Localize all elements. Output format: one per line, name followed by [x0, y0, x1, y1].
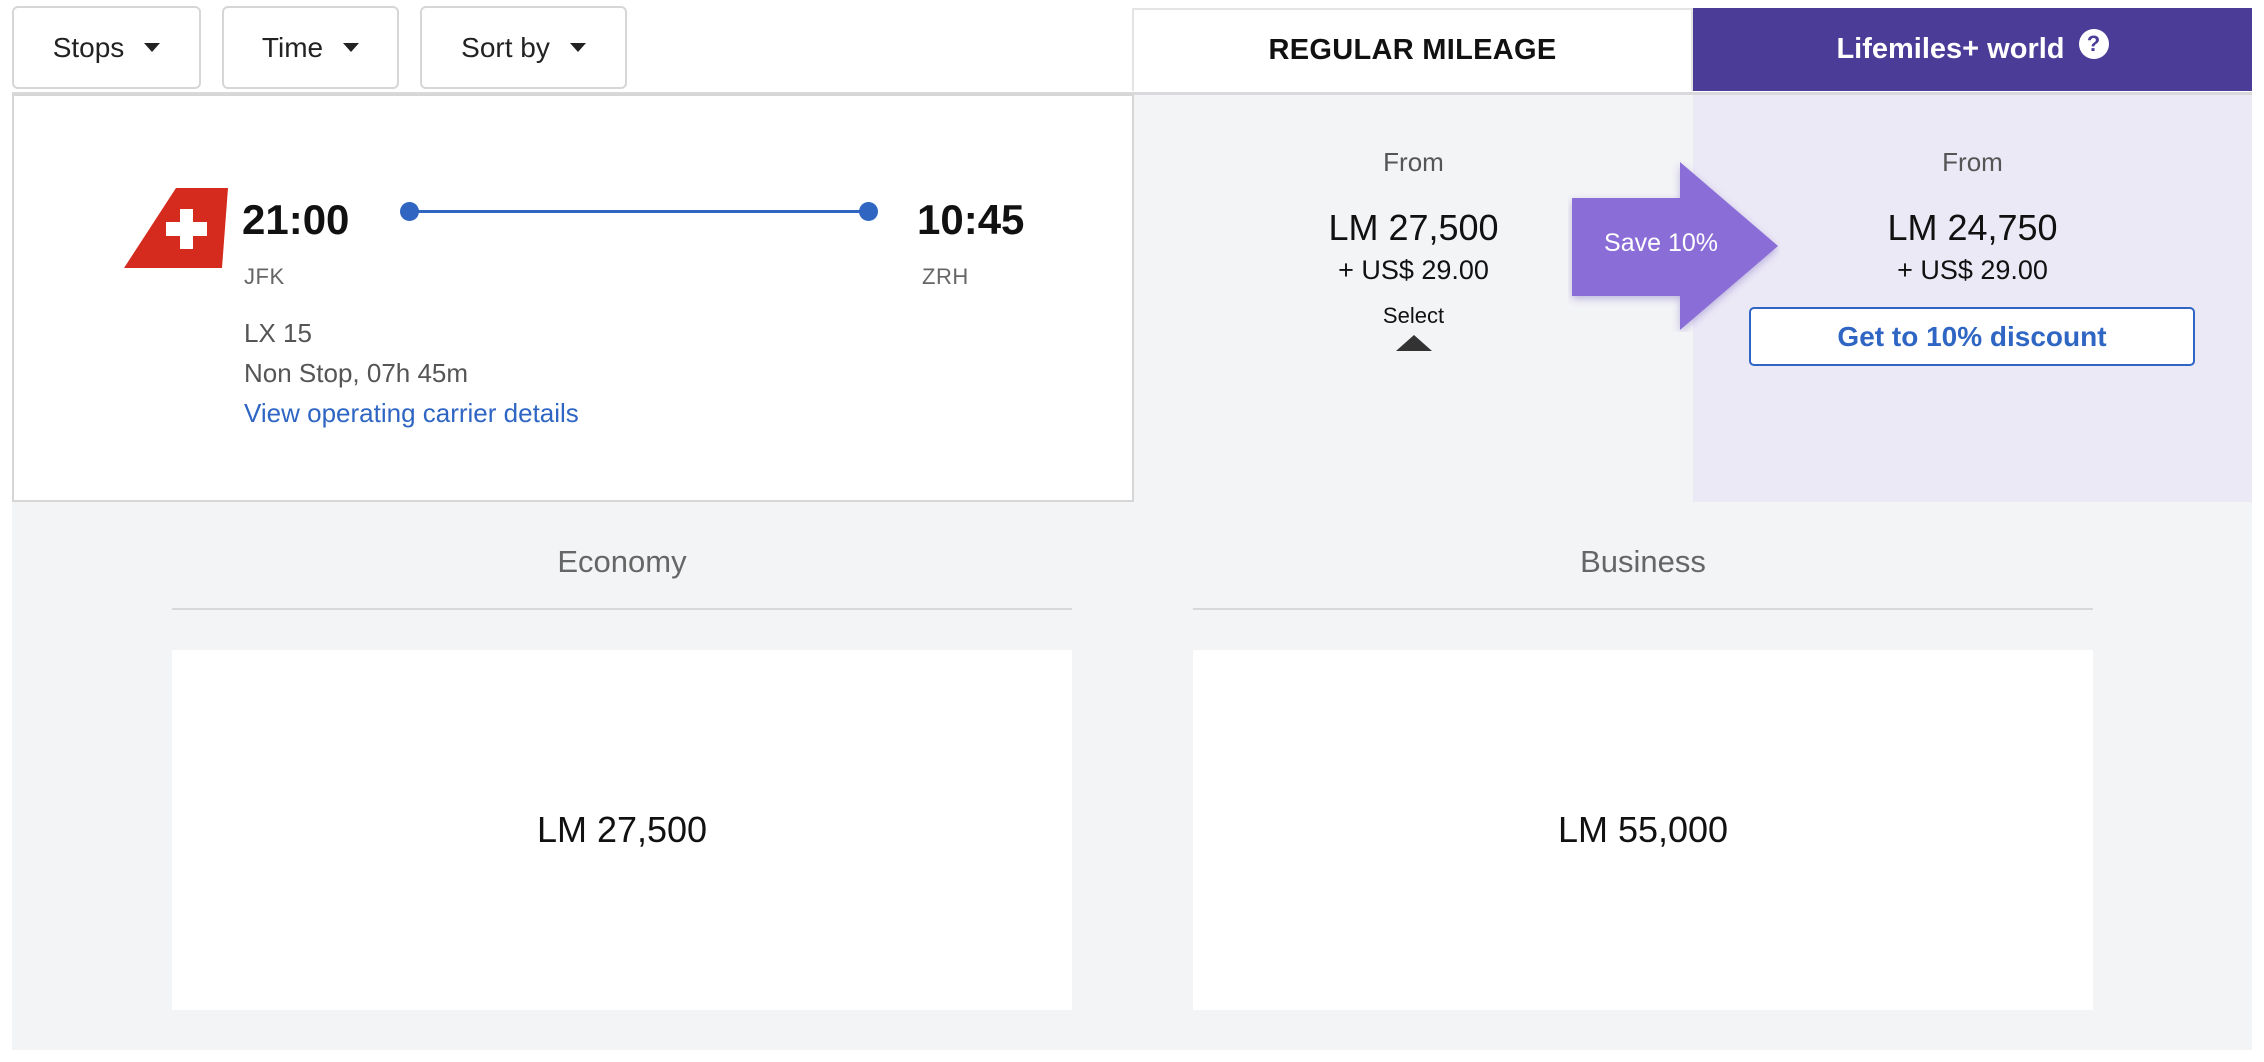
regular-miles-price: LM 27,500	[1328, 207, 1499, 248]
chevron-down-icon	[144, 43, 161, 52]
operating-carrier-link[interactable]: View operating carrier details	[244, 398, 579, 428]
cabin-section: Economy LM 27,500 Business LM 55,000	[12, 502, 2252, 1050]
cabin-heading-business: Business	[1580, 544, 1706, 579]
caret-up-icon	[1396, 335, 1432, 351]
tab-regular-mileage[interactable]: REGULAR MILEAGE	[1132, 8, 1693, 91]
lifemiles-from-label: From	[1942, 147, 2003, 177]
save-badge-label: Save 10%	[1604, 229, 1718, 257]
header-divider	[12, 92, 2252, 95]
tab-lifemiles-world[interactable]: Lifemiles+ world ?	[1693, 8, 2252, 91]
swiss-tail-icon	[124, 188, 228, 268]
help-icon[interactable]: ?	[2078, 28, 2109, 59]
business-price: LM 55,000	[1557, 809, 1729, 850]
stops-duration: Non Stop, 07h 45m	[244, 358, 469, 388]
cabin-business: Business LM 55,000	[1193, 502, 2093, 1050]
chevron-down-icon	[569, 43, 586, 52]
economy-fare-card[interactable]: LM 27,500	[172, 650, 1072, 1010]
arrival-dot	[859, 202, 878, 221]
sort-by-label: Sort by	[461, 31, 550, 63]
route-line	[400, 201, 878, 223]
tab-regular-mileage-label: REGULAR MILEAGE	[1268, 34, 1557, 66]
flight-card: 21:00 JFK 10:45 ZRH LX 15 Non Stop, 07h …	[12, 94, 1134, 502]
get-discount-label: Get to 10% discount	[1837, 320, 2107, 352]
economy-price: LM 27,500	[536, 809, 708, 850]
cabin-divider	[172, 608, 1072, 610]
time-filter-label: Time	[261, 31, 324, 63]
business-fare-card[interactable]: LM 55,000	[1193, 650, 2093, 1010]
chevron-down-icon	[343, 43, 360, 52]
cabin-economy: Economy LM 27,500	[172, 502, 1072, 1050]
regular-from-label: From	[1383, 147, 1444, 177]
tab-lifemiles-world-label: Lifemiles+ world	[1836, 33, 2065, 65]
lifemiles-miles-price: LM 24,750	[1887, 207, 2058, 248]
flight-number: LX 15	[244, 318, 312, 348]
departure-time: 21:00	[242, 196, 350, 243]
cabin-divider	[1193, 608, 2093, 610]
time-filter-button[interactable]: Time	[222, 6, 399, 89]
lifemiles-fare-panel[interactable]: From LM 24,750 + US$ 29.00 Get to 10% di…	[1693, 95, 2252, 502]
sort-by-button[interactable]: Sort by	[420, 6, 627, 89]
departure-airport-code: JFK	[244, 264, 285, 289]
get-discount-button[interactable]: Get to 10% discount	[1749, 307, 2195, 366]
departure-dot	[400, 202, 419, 221]
arrival-time: 10:45	[917, 196, 1025, 243]
regular-usd-price: + US$ 29.00	[1338, 255, 1489, 285]
select-label[interactable]: Select	[1382, 303, 1445, 328]
cabin-heading-economy: Economy	[557, 544, 687, 579]
stops-filter-label: Stops	[52, 31, 125, 63]
lifemiles-usd-price: + US$ 29.00	[1897, 255, 2048, 285]
stops-filter-button[interactable]: Stops	[12, 6, 201, 89]
regular-fare-panel[interactable]: From LM 27,500 + US$ 29.00 Select	[1134, 95, 1693, 502]
save-arrow-icon	[1572, 162, 1778, 330]
arrival-airport-code: ZRH	[922, 264, 969, 289]
